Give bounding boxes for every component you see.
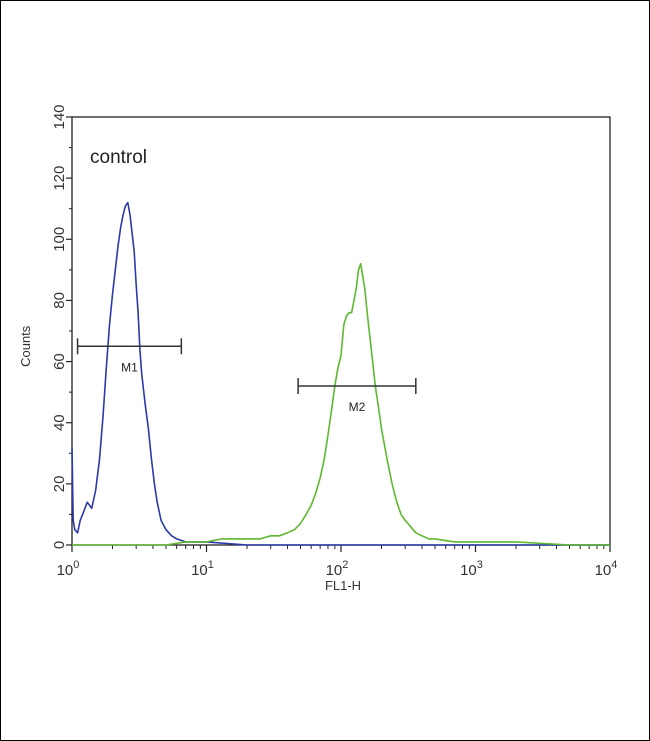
control-annotation: control — [90, 147, 147, 168]
series-2-line — [72, 262, 610, 546]
y-tick-label-40: 40 — [51, 414, 68, 431]
x-tick-label-10000: 104 — [595, 559, 618, 579]
x-tick-label-1000: 103 — [460, 559, 483, 579]
y-tick-label-140: 140 — [51, 104, 68, 129]
x-axis-title: FL1-H — [325, 578, 361, 593]
y-axis-title: Counts — [18, 325, 33, 367]
y-tick-label-100: 100 — [51, 227, 68, 252]
series-1-line — [71, 201, 610, 546]
marker-m1-label: M1 — [121, 360, 138, 374]
x-tick-label-100: 102 — [326, 559, 349, 579]
x-tick-label-1: 100 — [57, 559, 80, 579]
y-tick-label-80: 80 — [51, 292, 68, 309]
x-tick-label-10: 101 — [191, 559, 214, 579]
y-tick-label-0: 0 — [51, 541, 68, 549]
y-tick-label-120: 120 — [51, 166, 68, 191]
y-tick-label-20: 20 — [51, 476, 68, 493]
marker-m2-label: M2 — [349, 400, 366, 414]
y-tick-label-60: 60 — [51, 353, 68, 370]
plot-area-border — [71, 116, 611, 546]
